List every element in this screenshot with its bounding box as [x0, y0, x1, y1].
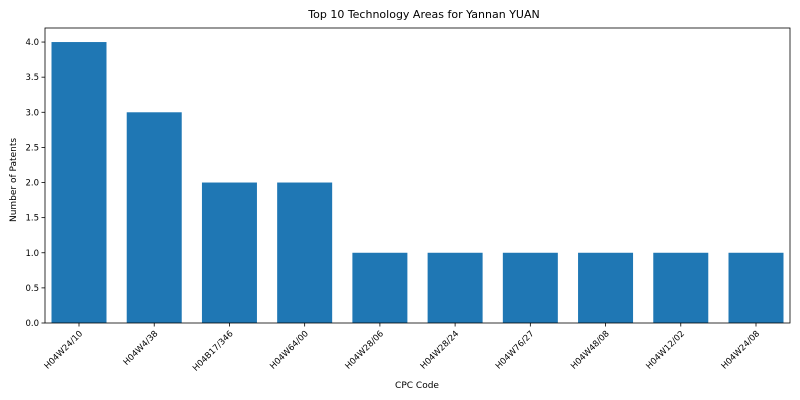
x-tick-label: H04W24/10 [43, 329, 86, 372]
bar-h04w4-38 [127, 112, 182, 323]
bar-h04w48-08 [578, 253, 633, 323]
y-tick-label: 2.0 [25, 179, 39, 189]
y-tick-label: 4.0 [25, 38, 39, 48]
bar-h04w24-08 [729, 253, 784, 323]
x-axis-label: CPC Code [395, 381, 439, 391]
x-tick-label: H04W48/08 [569, 329, 612, 372]
bar-h04w64-00 [277, 183, 332, 323]
x-tick-label: H04W64/00 [268, 329, 311, 372]
y-tick-label: 2.5 [25, 143, 39, 153]
y-tick-label: 3.5 [25, 73, 39, 83]
plot-area [45, 28, 790, 323]
bar-h04w28-06 [352, 253, 407, 323]
bar-h04w12-02 [653, 253, 708, 323]
x-tick-label: H04W76/27 [494, 329, 537, 372]
y-tick-label: 3.0 [25, 108, 39, 118]
y-axis-label: Number of Patents [9, 138, 19, 222]
bar-h04w24-10 [52, 42, 107, 323]
chart-title: Top 10 Technology Areas for Yannan YUAN [307, 8, 539, 21]
bar-h04b17-346 [202, 183, 257, 323]
y-tick-label: 1.5 [25, 214, 39, 224]
x-tick-label: H04W28/24 [419, 329, 462, 372]
y-tick-label: 0.0 [25, 319, 39, 329]
x-tick-label: H04W28/06 [344, 329, 387, 372]
x-tick-label: H04W24/08 [720, 329, 763, 372]
y-tick-label: 0.5 [25, 284, 39, 294]
y-axis: 0.0 0.5 1.0 1.5 2.0 2.5 3.0 3.5 4.0 [25, 38, 45, 329]
x-tick-label: H04B17/346 [191, 329, 236, 374]
x-axis: H04W24/10 H04W4/38 H04B17/346 H04W64/00 H04W… [43, 323, 763, 374]
bar-h04w76-27 [503, 253, 558, 323]
y-tick-label: 1.0 [25, 249, 39, 259]
x-tick-label: H04W12/02 [644, 329, 687, 372]
x-tick-label: H04W4/38 [122, 329, 161, 368]
bar-h04w28-24 [428, 253, 483, 323]
